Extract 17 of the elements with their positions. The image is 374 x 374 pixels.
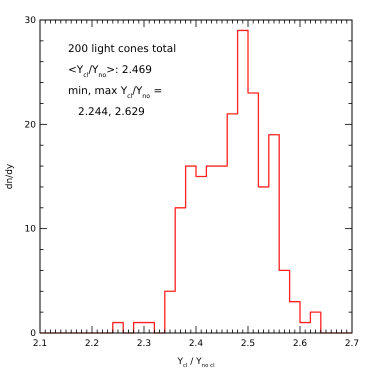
- x-tick-label: 2.3: [136, 339, 152, 349]
- y-tick-label: 10: [24, 224, 36, 235]
- x-tick-label: 2.2: [84, 339, 100, 349]
- y-tick-label: 20: [24, 120, 36, 130]
- x-tick-label: 2.1: [32, 339, 48, 349]
- x-tick-label: 2.4: [188, 339, 204, 349]
- x-tick-label: 2.5: [240, 339, 256, 349]
- y-axis-title: dn/dy: [5, 163, 15, 190]
- y-tick-label: 0: [30, 329, 36, 339]
- annotation: <Y$_{cl}$/Y$_{no}$>: 2.469: [68, 64, 152, 78]
- y-tick-label: 30: [24, 16, 36, 26]
- annotation: 200 light cones total: [68, 43, 176, 55]
- x-tick-label: 2.7: [344, 339, 360, 349]
- x-axis-title: Y$_{cl}$ / Y$_{no cl}$: [176, 357, 215, 369]
- annotation: 2.244, 2.629: [68, 106, 145, 118]
- annotation: min, max Y$_{cl}$/Y$_{no}$ =: [68, 85, 162, 100]
- x-tick-label: 2.6: [292, 339, 308, 349]
